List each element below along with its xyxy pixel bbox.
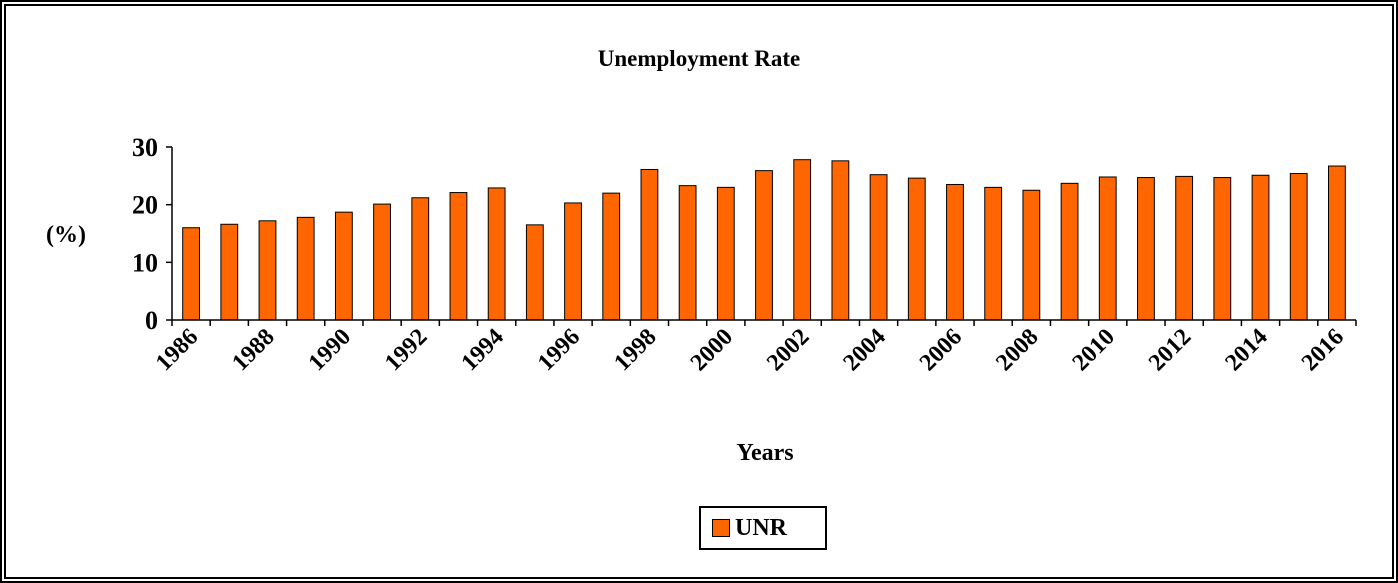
x-tick-label-2010: 2010 <box>1068 324 1120 376</box>
bars-group <box>182 159 1346 321</box>
bar-2000 <box>716 186 735 321</box>
bar-2003 <box>831 160 850 321</box>
bar-2014 <box>1251 174 1270 321</box>
bar-1988 <box>258 220 277 321</box>
x-tick-label-1988: 1988 <box>227 324 279 376</box>
bar-1997 <box>602 192 621 321</box>
x-tick-label-1992: 1992 <box>380 324 432 376</box>
bar-2015 <box>1289 173 1308 321</box>
bar-2006 <box>946 183 964 321</box>
bar-1986 <box>182 227 201 321</box>
x-tick-label-2008: 2008 <box>991 324 1043 376</box>
bar-2001 <box>755 170 773 321</box>
x-tick-label-2012: 2012 <box>1144 324 1196 376</box>
x-tick-label-1994: 1994 <box>457 324 509 376</box>
bar-1992 <box>411 197 430 321</box>
bar-2013 <box>1213 177 1232 321</box>
bar-1999 <box>678 185 697 321</box>
legend-swatch <box>712 519 730 537</box>
bar-1990 <box>334 211 353 321</box>
axes-group <box>171 147 1356 321</box>
x-axis-label: Years <box>736 440 794 466</box>
y-tick-label: 0 <box>145 306 158 335</box>
bar-2012 <box>1175 175 1194 321</box>
y-axis-label: (%) <box>46 222 86 248</box>
x-tick-label-1990: 1990 <box>304 324 356 376</box>
bar-1996 <box>564 202 582 321</box>
legend-label: UNR <box>735 514 787 541</box>
bar-1989 <box>296 216 315 321</box>
bar-2007 <box>984 186 1003 321</box>
bar-2009 <box>1060 182 1079 321</box>
x-tick-label-1998: 1998 <box>609 324 661 376</box>
x-ticks-group: 1986 1988 1990 1992 1994 1996 1998 2000 2002 2004… <box>151 320 1357 376</box>
bar-2010 <box>1098 176 1117 321</box>
x-tick-label-1996: 1996 <box>533 324 585 376</box>
chart-title: Unemployment Rate <box>597 46 801 71</box>
bar-2002 <box>793 159 812 321</box>
bar-1998 <box>640 168 659 321</box>
bar-1994 <box>487 187 506 321</box>
bar-1991 <box>373 203 391 321</box>
x-tick-label-2014: 2014 <box>1220 324 1272 376</box>
x-tick-label-2002: 2002 <box>762 324 814 376</box>
bar-1987 <box>220 223 239 321</box>
x-tick-label-2000: 2000 <box>686 324 738 376</box>
y-tick-label: 20 <box>132 191 158 220</box>
bar-1995 <box>525 224 544 321</box>
y-ticks-group: 0 10 20 30 <box>132 133 172 335</box>
x-tick-label-1986: 1986 <box>151 324 203 376</box>
x-tick-label-2006: 2006 <box>915 324 967 376</box>
bar-1993 <box>449 192 468 321</box>
bar-2008 <box>1022 189 1041 321</box>
bar-2005 <box>907 177 926 321</box>
x-tick-label-2004: 2004 <box>838 324 890 376</box>
x-tick-label-2016: 2016 <box>1297 324 1349 376</box>
bar-2011 <box>1137 177 1155 321</box>
bar-2016 <box>1328 165 1346 321</box>
y-tick-label: 30 <box>132 133 158 162</box>
y-tick-label: 10 <box>132 248 158 277</box>
legend: UNR <box>699 506 827 550</box>
bar-2004 <box>869 174 888 321</box>
